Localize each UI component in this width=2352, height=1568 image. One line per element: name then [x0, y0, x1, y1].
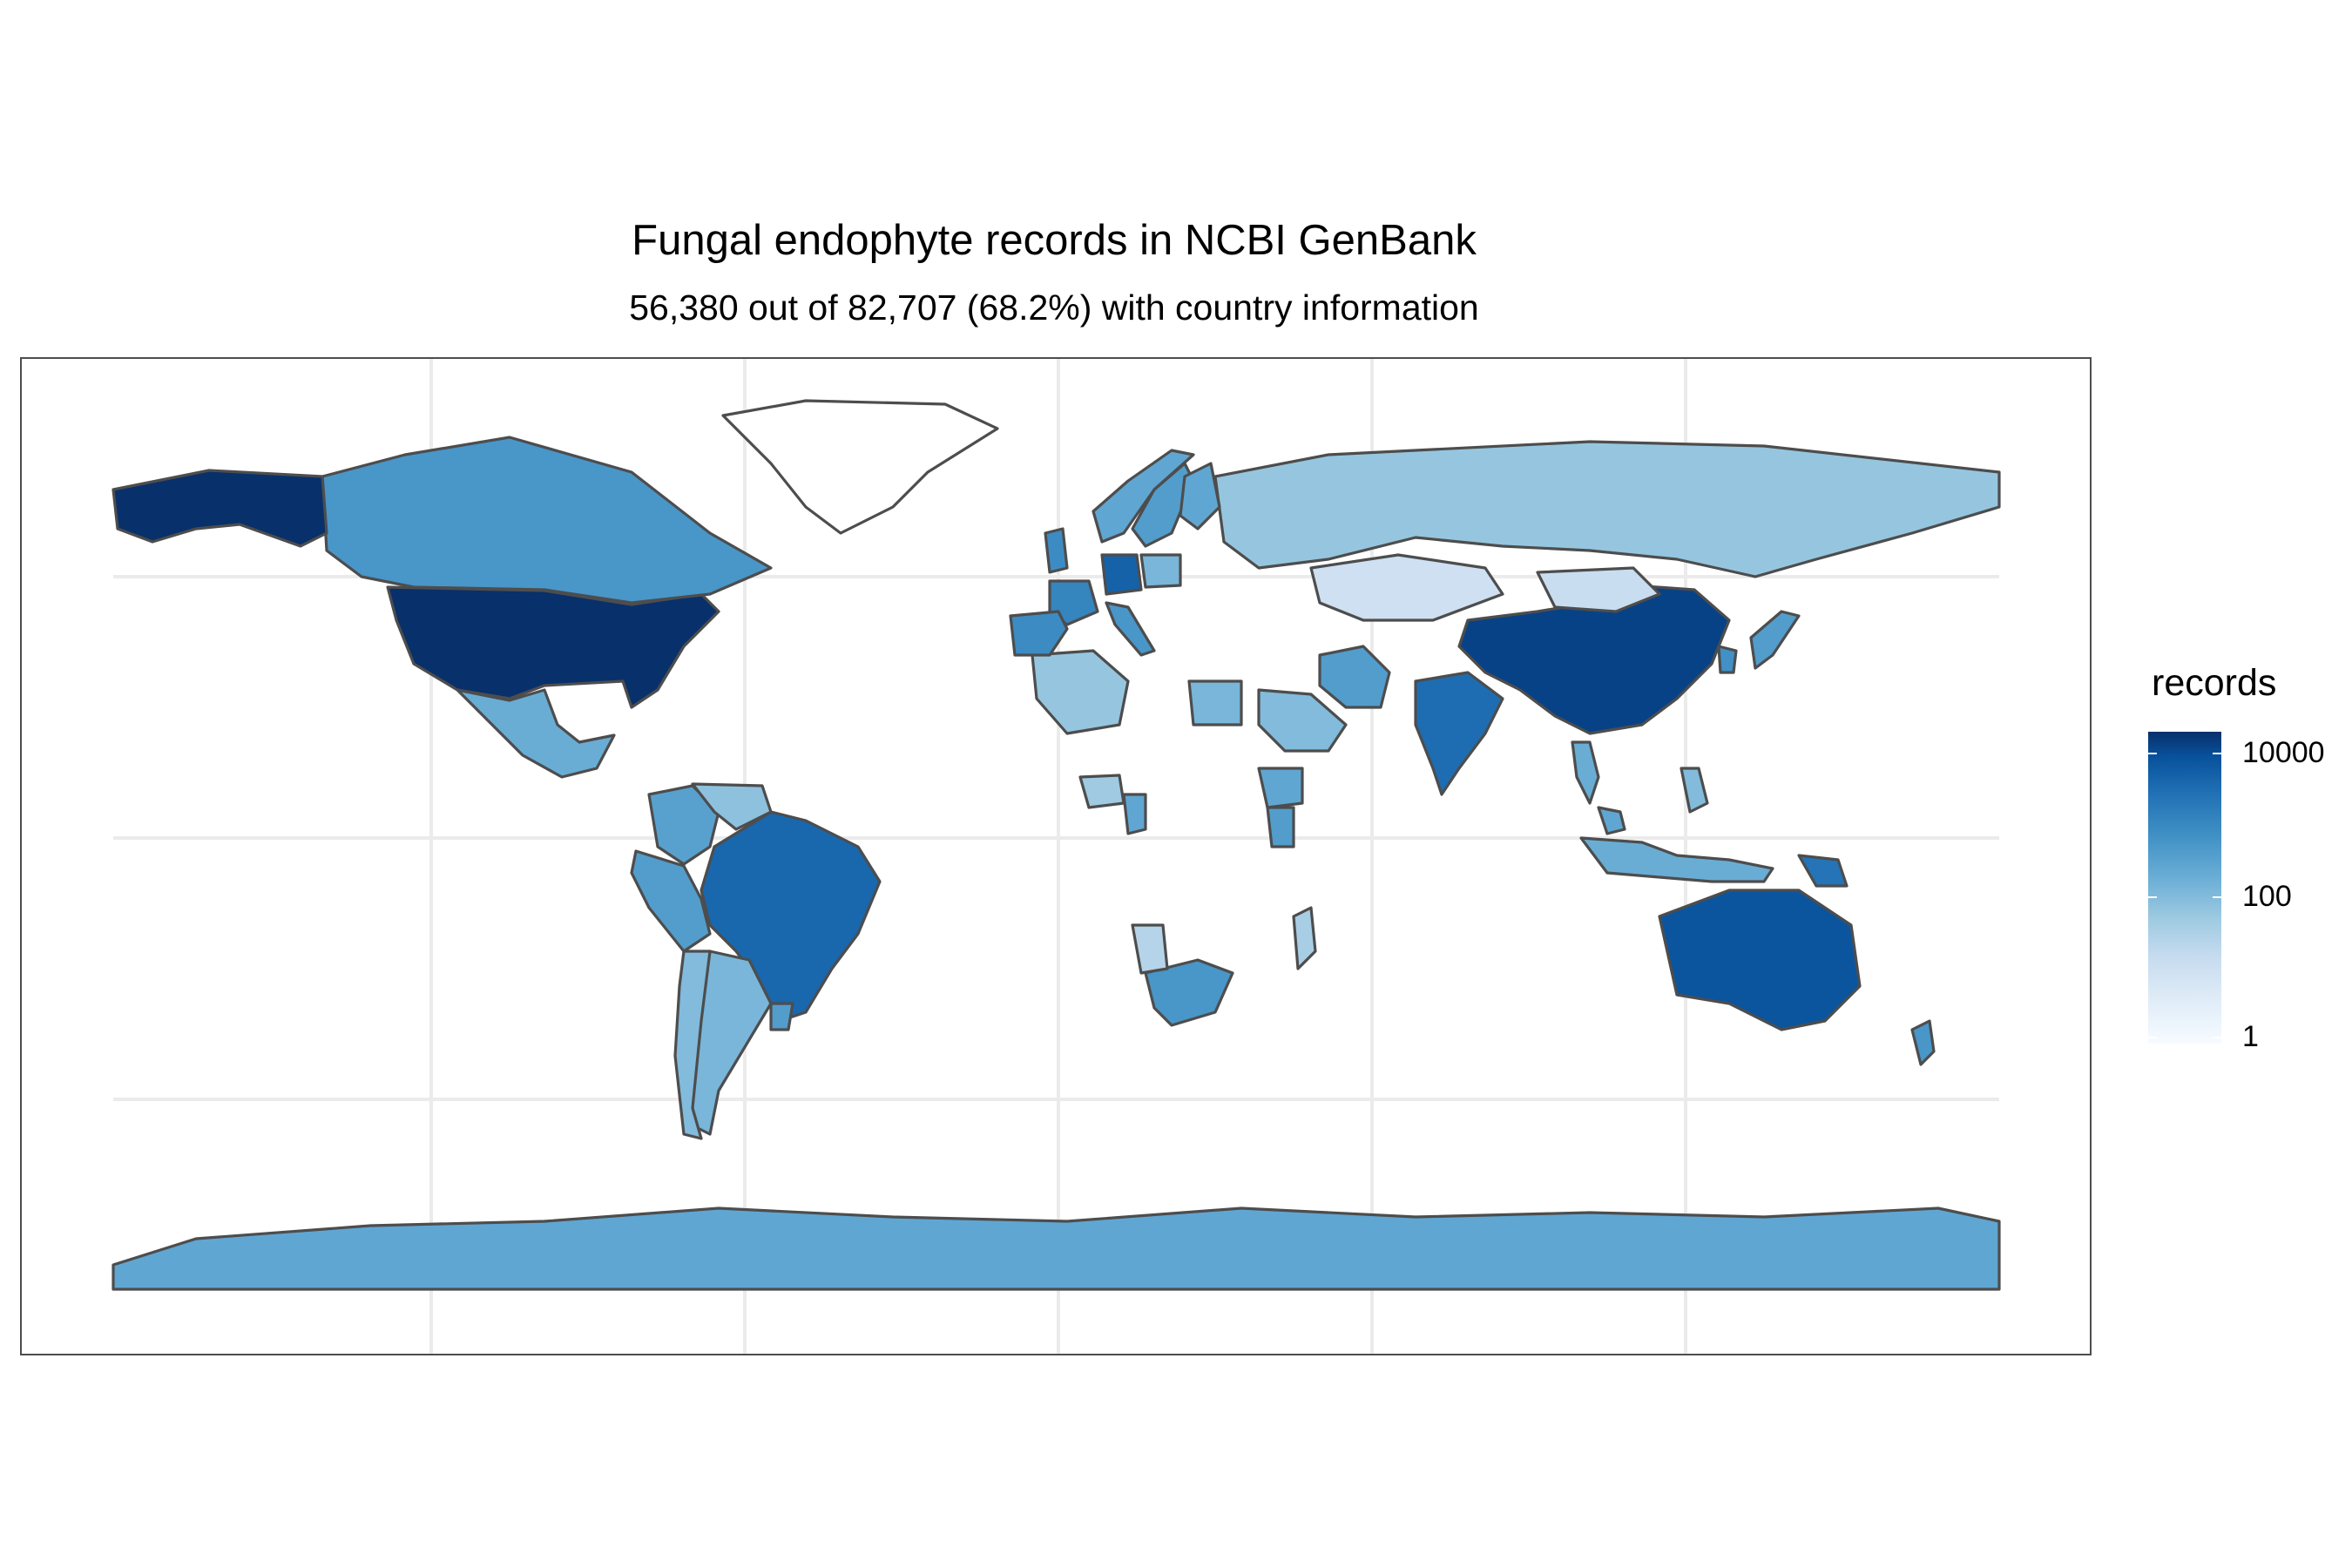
country-norway	[1092, 449, 1195, 544]
country-canada	[321, 436, 773, 605]
legend-colorbar	[2148, 732, 2221, 1044]
country-mongolia	[1536, 566, 1661, 613]
country-brazil	[700, 810, 882, 1023]
country-thailand	[1571, 740, 1600, 805]
country-egypt	[1187, 679, 1243, 727]
country-kazakhstan	[1309, 553, 1504, 622]
country-finland	[1179, 462, 1221, 531]
country-madagascar	[1292, 906, 1317, 970]
country-saudi-arabia	[1257, 688, 1348, 753]
country-iran	[1318, 645, 1391, 709]
map-panel	[20, 357, 2092, 1355]
country-australia	[1658, 889, 1862, 1031]
country-south-korea	[1717, 645, 1738, 674]
country-venezuela	[691, 782, 773, 831]
country-poland	[1139, 553, 1182, 589]
country-indonesia	[1579, 836, 1774, 883]
country-france	[1048, 579, 1099, 626]
country-chile	[673, 950, 712, 1140]
country-greenland	[721, 399, 999, 535]
map-subtitle: 56,380 out of 82,707 (68.2%) with countr…	[629, 287, 1479, 328]
country-uruguay	[769, 1002, 794, 1031]
legend-title: records	[2152, 662, 2277, 704]
country-united-kingdom	[1044, 527, 1069, 574]
country-philippines	[1680, 767, 1709, 814]
country-cameroon	[1122, 793, 1147, 835]
country-peru	[630, 849, 712, 953]
country-namibia	[1131, 923, 1169, 975]
country-papua-new-guinea	[1797, 854, 1848, 888]
country-alaska-united-states	[112, 469, 328, 548]
country-layer	[112, 399, 2001, 1291]
country-india	[1414, 671, 1504, 796]
country-antarctica	[112, 1206, 2001, 1291]
map-title: Fungal endophyte records in NCBI GenBank	[632, 217, 1477, 264]
legend-label-10000: 10000	[2242, 736, 2325, 769]
world-map	[112, 359, 2001, 1354]
country-new-zealand	[1910, 1019, 1936, 1066]
country-south-africa	[1144, 958, 1234, 1027]
legend-label-1: 1	[2242, 1020, 2259, 1053]
country-ethiopia	[1257, 767, 1304, 809]
country-germany	[1100, 553, 1143, 596]
country-italy	[1105, 601, 1156, 657]
country-malaysia	[1597, 806, 1626, 835]
country-japan	[1749, 610, 1801, 670]
country-algeria	[1031, 649, 1130, 735]
country-united-states	[386, 585, 720, 709]
country-nigeria	[1078, 774, 1125, 809]
country-russia	[1213, 440, 2001, 578]
legend-label-100: 100	[2242, 880, 2292, 913]
country-mexico	[456, 688, 616, 779]
country-spain	[1009, 610, 1069, 657]
country-kenya	[1266, 806, 1295, 848]
